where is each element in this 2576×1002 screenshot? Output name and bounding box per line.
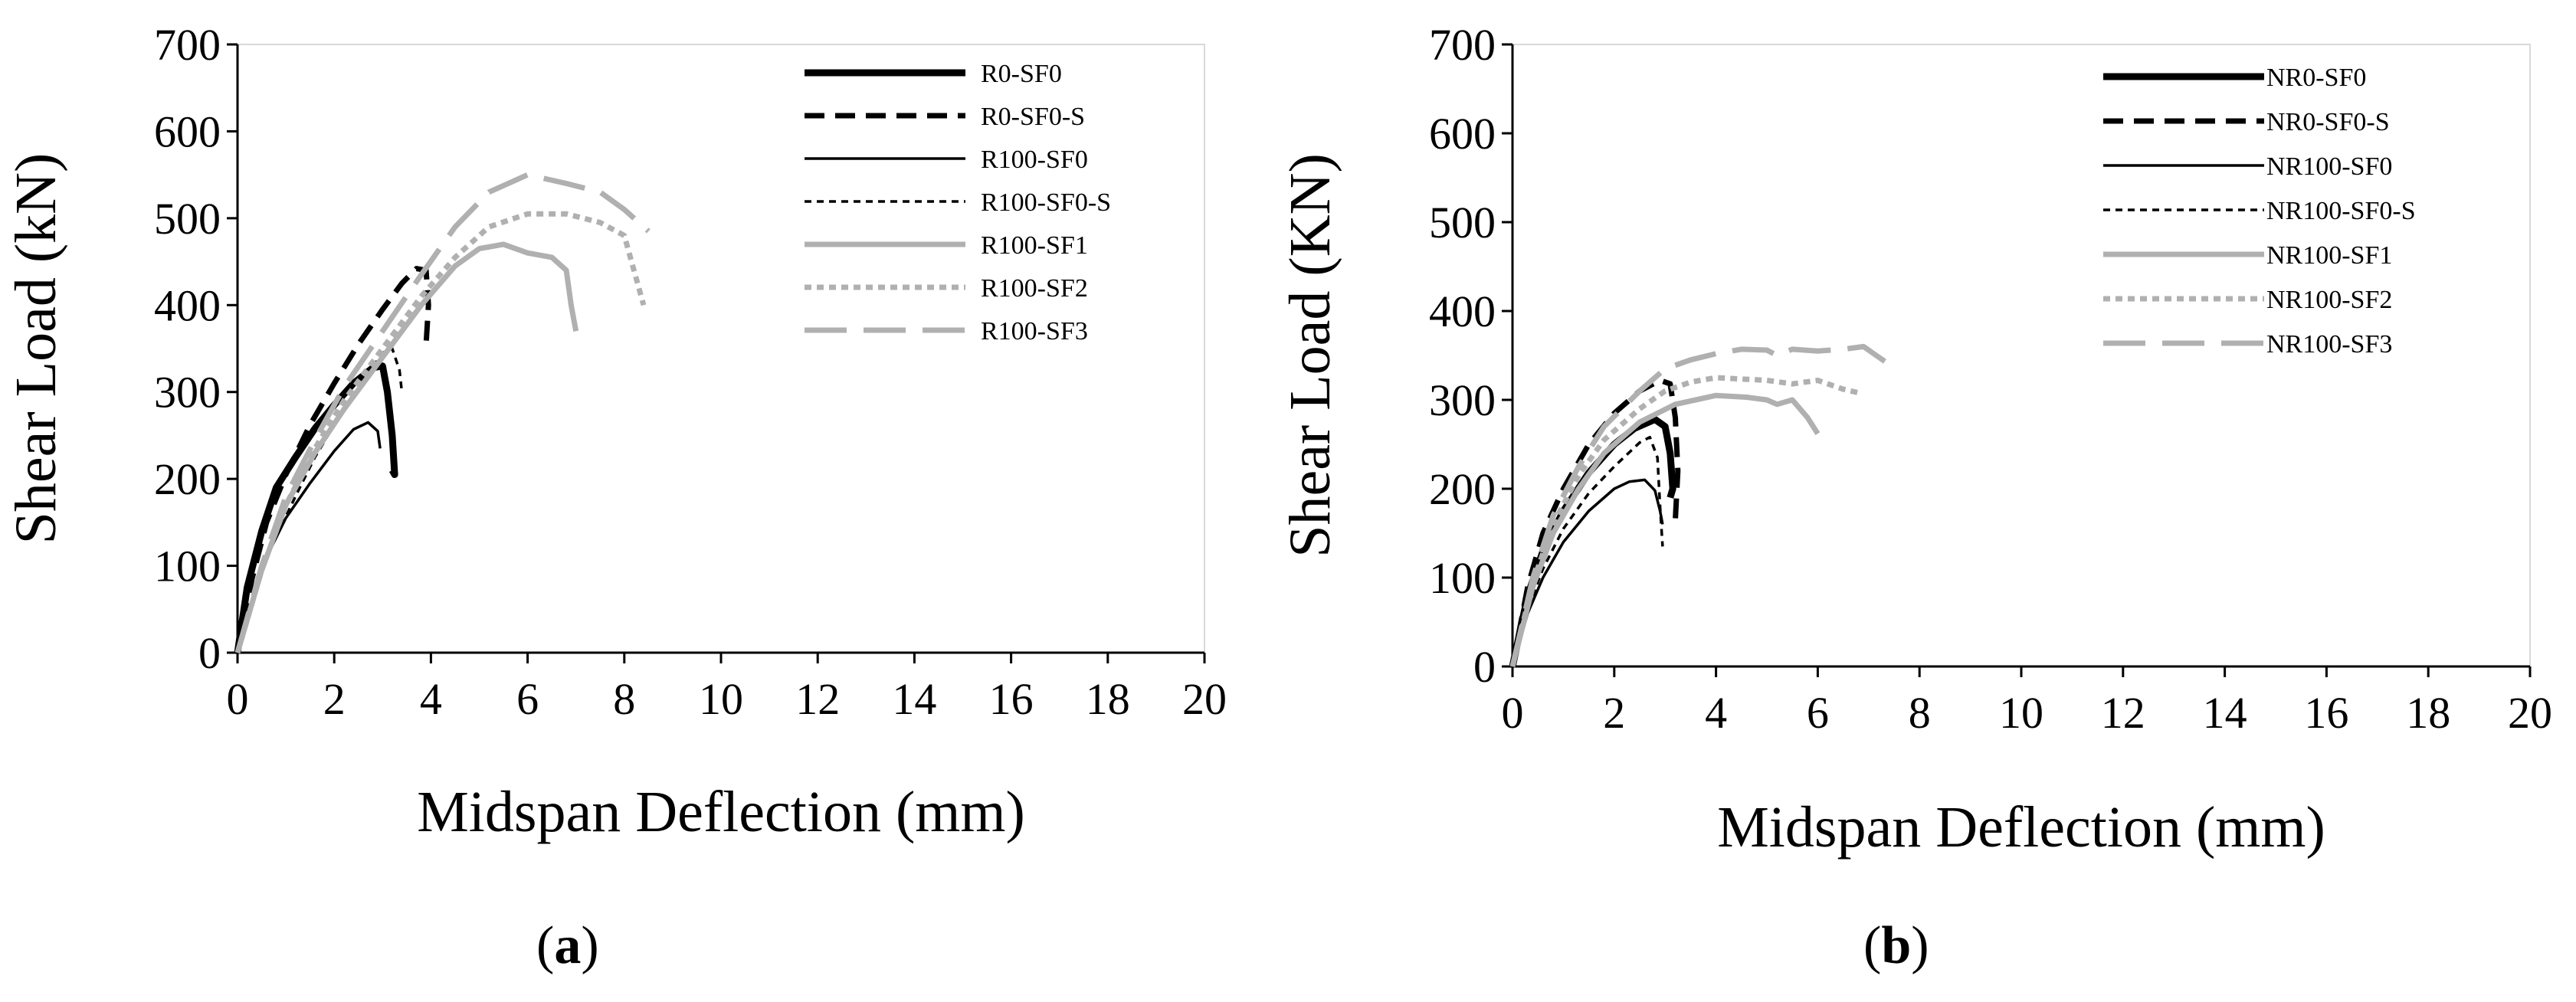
x-tick-label: 20 (2508, 688, 2552, 738)
series-line-R100-SF0-S (236, 347, 404, 653)
y-tick-label: 0 (198, 628, 221, 678)
x-axis-label: Midspan Deflection (mm) (417, 780, 1025, 844)
x-tick-label: 4 (420, 674, 442, 724)
x-tick-label: 12 (2101, 688, 2145, 738)
y-tick-label: 600 (154, 106, 221, 156)
y-tick-label: 700 (1429, 20, 1496, 70)
series-line-R100-SF3 (234, 172, 651, 653)
legend-label: NR100-SF3 (2266, 330, 2392, 359)
x-tick-label: 10 (699, 674, 743, 724)
series-line-R100-SF2 (234, 211, 647, 653)
x-tick-label: 14 (2203, 688, 2247, 738)
x-axis-label: Midspan Deflection (mm) (1717, 795, 2325, 860)
x-tick-label: 16 (2304, 688, 2348, 738)
series-line-NR100-SF0 (1511, 478, 1664, 667)
y-axis-label: Shear Load (KN) (1278, 153, 1342, 558)
x-tick-label: 4 (1705, 688, 1727, 738)
legend-label: NR100-SF0 (2266, 152, 2392, 181)
legend-label: R100-SF3 (981, 317, 1088, 345)
y-tick-label: 400 (154, 280, 221, 330)
series-line-NR100-SF3 (1509, 343, 1896, 667)
plot-area (237, 44, 1205, 653)
y-tick-label: 100 (154, 542, 221, 591)
legend-label: NR100-SF1 (2266, 241, 2392, 270)
y-tick-label: 300 (1429, 375, 1496, 425)
legend-label: R100-SF0 (981, 146, 1088, 174)
x-tick-label: 8 (1909, 688, 1931, 738)
y-tick-label: 300 (154, 368, 221, 418)
y-axis-label: Shear Load (kN) (4, 153, 68, 545)
x-tick-label: 2 (323, 674, 346, 724)
series-line-R0-SF0 (234, 362, 398, 653)
x-tick-label: 16 (989, 674, 1034, 724)
series-line-NR100-SF1 (1509, 392, 1821, 667)
series-line-R100-SF1 (234, 241, 579, 653)
caption-a: (a) (536, 916, 599, 975)
series-line-NR100-SF0-S (1511, 435, 1664, 667)
y-tick-label: 500 (154, 194, 221, 244)
x-tick-label: 14 (892, 674, 936, 724)
x-tick-label: 6 (1807, 688, 1829, 738)
legend-label: R100-SF1 (981, 231, 1088, 260)
x-tick-label: 18 (1086, 674, 1130, 724)
x-tick-label: 0 (227, 674, 249, 724)
x-tick-label: 18 (2406, 688, 2450, 738)
legend-label: NR100-SF2 (2266, 286, 2392, 314)
legend: R0-SF0 R0-SF0-S R100-SF0 R100-SF0-S R100-SF1… (805, 60, 1111, 345)
y-tick-label: 200 (154, 454, 221, 504)
legend-label: R0-SF0 (981, 60, 1062, 88)
legend-label: NR0-SF0-S (2266, 108, 2390, 136)
chart-panel-b: 0 2 4 6 8 10 12 14 16 18 200100200300400500600700M… (1278, 20, 2552, 860)
y-tick-label: 700 (154, 20, 221, 70)
caption-a-label: a (554, 916, 582, 975)
caption-b-label: b (1881, 916, 1912, 975)
legend-label: R100-SF2 (981, 274, 1088, 303)
x-tick-label: 10 (1999, 688, 2043, 738)
legend-label: R0-SF0-S (981, 103, 1085, 131)
legend: NR0-SF0 NR0-SF0-S NR100-SF0 NR100-SF0-S NR10… (2103, 64, 2416, 359)
legend-label: NR100-SF0-S (2266, 197, 2416, 225)
x-tick-label: 12 (795, 674, 840, 724)
y-tick-label: 0 (1473, 642, 1496, 692)
x-tick-label: 6 (516, 674, 539, 724)
x-tick-label: 0 (1502, 688, 1524, 738)
x-tick-label: 20 (1182, 674, 1227, 724)
y-tick-label: 100 (1429, 553, 1496, 603)
y-tick-label: 200 (1429, 464, 1496, 514)
y-tick-label: 400 (1429, 287, 1496, 336)
x-tick-label: 8 (613, 674, 635, 724)
y-tick-label: 600 (1429, 109, 1496, 159)
caption-b: (b) (1863, 916, 1929, 975)
chart-panel-a: 0 2 4 6 8 10 12 14 16 18 200100200300400500600700M… (4, 20, 1227, 844)
series-line-NR0-SF0-S (1509, 378, 1681, 667)
y-tick-label: 500 (1429, 198, 1496, 247)
legend-label: NR0-SF0 (2266, 64, 2366, 92)
legend-label: R100-SF0-S (981, 188, 1111, 217)
x-tick-label: 2 (1603, 688, 1625, 738)
